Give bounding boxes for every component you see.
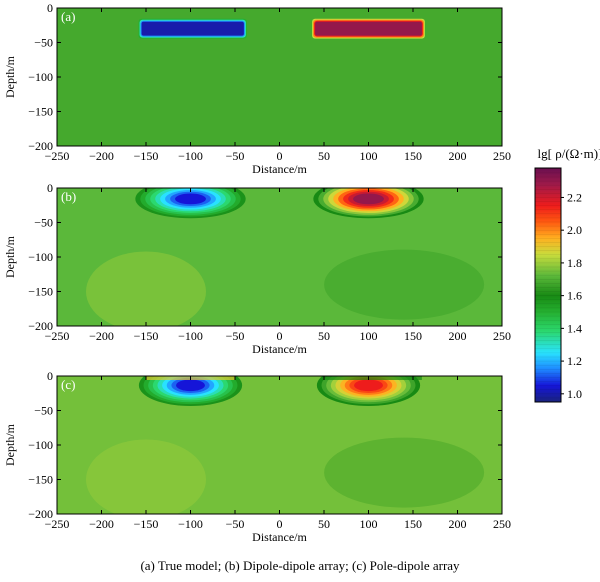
x-tick-label: 50 bbox=[318, 517, 330, 531]
x-tick-label: 150 bbox=[404, 329, 422, 343]
x-tick-label: 250 bbox=[493, 517, 511, 531]
x-tick-label: 200 bbox=[449, 149, 467, 163]
x-tick-label: 150 bbox=[404, 149, 422, 163]
y-axis-label: Depth/m bbox=[3, 55, 17, 98]
colorbar-tick-label: 2.0 bbox=[567, 223, 582, 237]
anomaly-lens bbox=[313, 188, 424, 219]
x-tick-label: 100 bbox=[360, 149, 378, 163]
x-tick-label: −100 bbox=[178, 149, 203, 163]
x-tick-label: −150 bbox=[134, 517, 159, 531]
colorbar-tick-label: 1.2 bbox=[567, 354, 582, 368]
y-tick-label: −50 bbox=[34, 216, 53, 230]
anomaly-block bbox=[312, 18, 425, 39]
y-tick-label: 0 bbox=[47, 369, 53, 383]
x-axis-label: Distance/m bbox=[252, 530, 307, 544]
x-tick-label: −50 bbox=[226, 149, 245, 163]
x-axis-label: Distance/m bbox=[252, 162, 307, 176]
y-tick-label: 0 bbox=[47, 181, 53, 195]
y-axis-label: Depth/m bbox=[3, 423, 17, 466]
anomaly-lens bbox=[135, 188, 246, 219]
panel-label: (a) bbox=[61, 9, 75, 24]
y-tick-label: −50 bbox=[34, 36, 53, 50]
x-tick-label: 50 bbox=[318, 149, 330, 163]
x-tick-label: 100 bbox=[360, 517, 378, 531]
y-tick-label: −50 bbox=[34, 404, 53, 418]
y-tick-label: −150 bbox=[28, 473, 53, 487]
colorbar-tick-label: 1.6 bbox=[567, 289, 582, 303]
x-tick-label: −50 bbox=[226, 517, 245, 531]
x-tick-label: 200 bbox=[449, 517, 467, 531]
colorbar-gradient bbox=[534, 167, 562, 403]
x-tick-label: −50 bbox=[226, 329, 245, 343]
panel-1: (a)−250 −200 −150 −100 −50 0 50 100 150 200 250Dis… bbox=[3, 1, 511, 176]
colorbar-tick-label: 2.2 bbox=[567, 190, 582, 204]
x-tick-label: −200 bbox=[89, 517, 114, 531]
x-tick-label: 100 bbox=[360, 329, 378, 343]
x-tick-label: −200 bbox=[89, 329, 114, 343]
colorbar-tick-label: 1.8 bbox=[567, 256, 582, 270]
y-tick-label: −100 bbox=[28, 70, 53, 84]
x-tick-label: 200 bbox=[449, 329, 467, 343]
plot-area bbox=[57, 376, 502, 514]
x-tick-label: 250 bbox=[493, 149, 511, 163]
panel-label: (c) bbox=[61, 377, 75, 392]
y-tick-label: −200 bbox=[28, 139, 53, 153]
x-tick-label: 150 bbox=[404, 517, 422, 531]
x-tick-label: 0 bbox=[277, 517, 283, 531]
anomaly-lens bbox=[138, 376, 243, 407]
panel-3: (c)−250 −200 −150 −100 −50 0 50 100 150 200 250Dis… bbox=[3, 369, 511, 544]
colorbar-tick-label: 1.0 bbox=[567, 387, 582, 401]
panels: (a)−250 −200 −150 −100 −50 0 50 100 150 200 250Dis… bbox=[3, 1, 511, 544]
x-tick-label: 250 bbox=[493, 329, 511, 343]
panel-2: (b)−250 −200 −150 −100 −50 0 50 100 150 200 250Dis… bbox=[3, 181, 511, 356]
x-axis-label: Distance/m bbox=[252, 342, 307, 356]
y-axis-label: Depth/m bbox=[3, 235, 17, 278]
plot-area bbox=[57, 188, 502, 326]
plot-area bbox=[57, 8, 502, 146]
y-tick-label: 0 bbox=[47, 1, 53, 15]
x-tick-label: −200 bbox=[89, 149, 114, 163]
figure-caption: (a) True model; (b) Dipole-dipole array;… bbox=[140, 558, 460, 573]
x-tick-label: −250 bbox=[45, 149, 70, 163]
background-field bbox=[57, 376, 502, 514]
anomaly-block bbox=[138, 18, 247, 39]
x-tick-label: −150 bbox=[134, 149, 159, 163]
colorbar-title: lg[ ρ/(Ω·m)] bbox=[538, 146, 600, 161]
x-tick-label: 50 bbox=[318, 329, 330, 343]
y-tick-label: −200 bbox=[28, 507, 53, 521]
y-tick-label: −100 bbox=[28, 438, 53, 452]
x-tick-label: 0 bbox=[277, 149, 283, 163]
colorbar-tick-label: 1.4 bbox=[567, 321, 582, 335]
anomaly-lens bbox=[316, 376, 421, 407]
x-tick-label: −150 bbox=[134, 329, 159, 343]
background-field bbox=[57, 188, 502, 326]
x-tick-label: 0 bbox=[277, 329, 283, 343]
x-tick-label: −250 bbox=[45, 517, 70, 531]
background-field bbox=[57, 8, 502, 146]
x-tick-label: −100 bbox=[178, 517, 203, 531]
colorbar: lg[ ρ/(Ω·m)] 2.2 2.0 1.8 1.6 1.4 1.2 1.0 bbox=[534, 146, 600, 403]
x-tick-label: −250 bbox=[45, 329, 70, 343]
y-tick-label: −100 bbox=[28, 250, 53, 264]
x-tick-label: −100 bbox=[178, 329, 203, 343]
y-tick-label: −150 bbox=[28, 285, 53, 299]
y-tick-label: −200 bbox=[28, 319, 53, 333]
y-tick-label: −150 bbox=[28, 105, 53, 119]
panel-label: (b) bbox=[61, 189, 76, 204]
